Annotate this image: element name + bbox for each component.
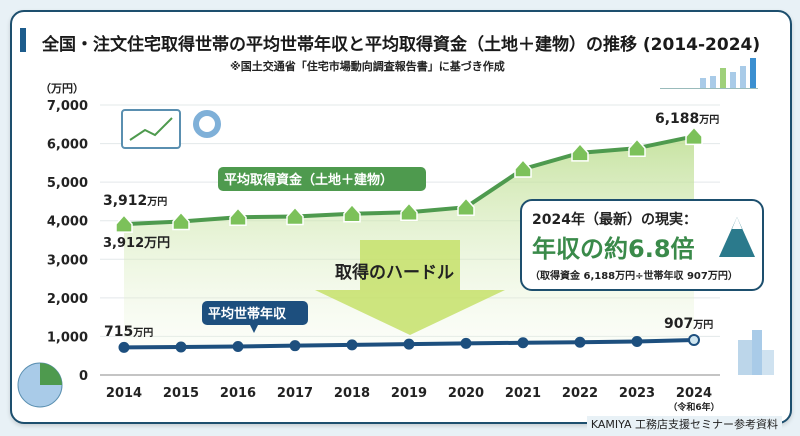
y-tick-label: 3,000	[47, 253, 88, 268]
income-point	[688, 334, 700, 347]
acquisition-point-house	[628, 138, 646, 157]
y-tick-label: 2,000	[47, 292, 88, 307]
income-point	[118, 341, 130, 353]
bar-chart-icon	[660, 58, 758, 89]
acquisition-point-house	[685, 126, 703, 146]
acq-start-axis-label: 3,912万円	[103, 236, 170, 251]
acquisition-point-house	[229, 207, 247, 226]
buildings-icon	[738, 330, 774, 375]
x-sublabel-2024: （令和6年）	[668, 401, 719, 413]
acquisition-point-house	[343, 203, 361, 223]
pie-chart-icon	[17, 362, 63, 408]
acquisition-point-house	[115, 213, 133, 233]
income-start-label: 715万円	[104, 324, 153, 340]
y-tick-label: 6,000	[47, 138, 88, 153]
chart-title: 全国・注文住宅取得世帯の平均世帯年収と平均取得資金（土地＋建物）の推移 (201…	[42, 35, 761, 55]
income-point	[517, 337, 529, 349]
callout-ratio: 年収の約6.8倍	[532, 235, 695, 263]
y-axis-unit: （万円）	[40, 82, 84, 95]
x-tick-label: 2021	[505, 386, 541, 401]
callout-heading: 2024年（最新）の現実：	[532, 212, 697, 228]
chart-subtitle: ※国土交通省「住宅市場動向調査報告書」に基づき作成	[230, 60, 505, 73]
x-tick-label: 2024	[676, 386, 712, 401]
income-point	[460, 337, 472, 349]
hurdle-arrow	[315, 240, 505, 335]
x-tick-label: 2014	[106, 386, 142, 401]
mountain-climber-icon	[719, 217, 755, 257]
y-tick-label: 4,000	[47, 215, 88, 230]
y-tick-label: 5,000	[47, 176, 88, 191]
footer-credit: KAMIYA 工務店支援セミナー参考資料	[586, 416, 782, 432]
y-tick-label: 7,000	[47, 99, 88, 114]
callout-formula: （取得資金 6,188万円÷世帯年収 907万円）	[530, 271, 738, 282]
income-point	[403, 338, 415, 350]
y-tick-label: 1,000	[47, 330, 88, 345]
x-tick-label: 2015	[163, 386, 199, 401]
y-tick-label: 0	[79, 369, 88, 384]
x-tick-label: 2019	[391, 386, 427, 401]
acquisition-point-house	[514, 158, 532, 178]
income-series-label: 平均世帯年収	[202, 301, 308, 333]
x-tick-label: 2016	[220, 386, 256, 401]
acq-end-label: 6,188万円	[655, 111, 719, 127]
acquisition-point-house	[400, 202, 418, 221]
acq-start-label: 3,912万円	[103, 193, 167, 209]
hurdle-label: 取得のハードル	[335, 262, 454, 283]
acquisition-point-house	[286, 206, 304, 226]
income-point	[289, 340, 301, 352]
x-tick-label: 2022	[562, 386, 598, 401]
acq-series-label: 平均取得資金（土地＋建物）	[218, 167, 426, 191]
acquisition-point-house	[172, 211, 190, 231]
income-point	[631, 335, 643, 347]
x-tick-label: 2023	[619, 386, 655, 401]
income-point	[175, 341, 187, 353]
acquisition-point-house	[571, 142, 589, 162]
monitor-chart-icon	[121, 109, 221, 149]
x-tick-label: 2018	[334, 386, 370, 401]
income-end-label: 907万円	[664, 316, 713, 332]
title-accent	[20, 28, 26, 52]
income-point	[232, 340, 244, 352]
income-series-label-text: 平均世帯年収	[208, 306, 287, 322]
income-point	[574, 336, 586, 348]
x-tick-label: 2017	[277, 386, 313, 401]
ratio-callout: 2024年（最新）の現実： 年収の約6.8倍 （取得資金 6,188万円÷世帯年…	[520, 199, 764, 291]
acquisition-point-house	[457, 197, 475, 216]
x-tick-label: 2020	[448, 386, 484, 401]
acq-series-label-text: 平均取得資金（土地＋建物）	[224, 172, 393, 188]
income-point	[346, 339, 358, 351]
